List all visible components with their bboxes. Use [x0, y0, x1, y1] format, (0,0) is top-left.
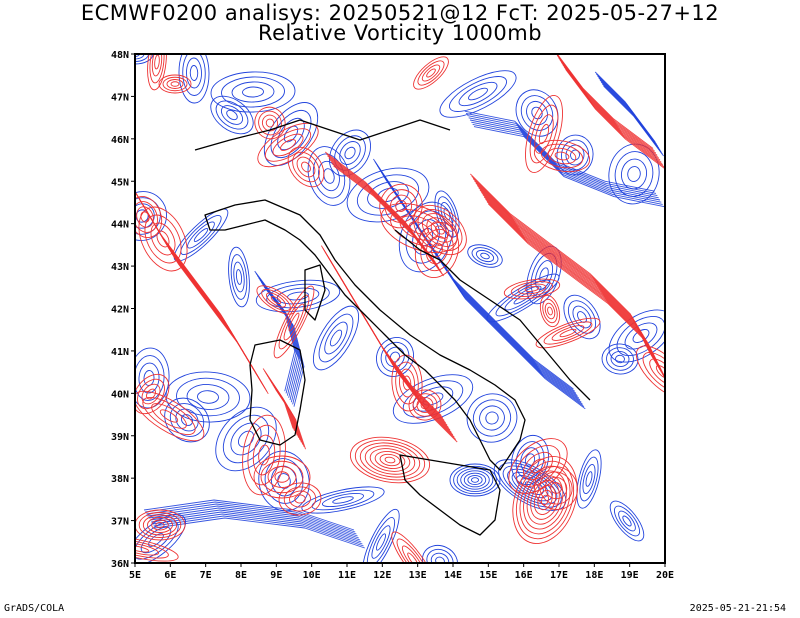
lat-tick-label: 46N	[111, 135, 129, 146]
lon-tick-label: 5E	[129, 570, 141, 581]
lon-tick-label: 7E	[200, 570, 212, 581]
lon-tick-label: 9E	[270, 570, 282, 581]
lat-tick-label: 44N	[111, 220, 129, 231]
lat-tick-label: 38N	[111, 474, 129, 485]
lon-tick-label: 15E	[479, 570, 497, 581]
lat-tick-label: 41N	[111, 347, 129, 358]
latitude-axis: 48N 47N 46N 45N 44N 43N 42N 41N 40N 39N 38N 37N 36N	[111, 50, 135, 570]
lon-tick-label: 13E	[409, 570, 427, 581]
lon-tick-label: 10E	[303, 570, 321, 581]
negative-vorticity-contours	[135, 54, 665, 563]
longitude-axis: 5E 6E 7E 8E 9E 10E 11E 12E 13E 14E 15E 16E 17E 18E 19E…	[129, 563, 674, 581]
lat-tick-label: 47N	[111, 92, 129, 103]
map-title: ECMWF0200 analisys: 20250521@12 FcT: 202…	[80, 1, 720, 25]
positive-vorticity-contours	[135, 54, 665, 563]
lat-tick-label: 42N	[111, 305, 129, 316]
coastlines	[194, 119, 591, 536]
lat-tick-label: 43N	[111, 262, 129, 273]
lat-tick-label: 45N	[111, 177, 129, 188]
lon-tick-label: 16E	[515, 570, 533, 581]
lon-tick-label: 12E	[373, 570, 391, 581]
map-subtitle: Relative Vorticity 1000mb	[257, 21, 543, 45]
vorticity-field	[135, 54, 665, 563]
lon-tick-label: 14E	[444, 570, 462, 581]
lat-tick-label: 48N	[111, 50, 129, 61]
lon-tick-label: 6E	[164, 570, 176, 581]
lat-tick-label: 39N	[111, 432, 129, 443]
lon-tick-label: 11E	[338, 570, 356, 581]
footer-timestamp: 2025-05-21-21:54	[689, 603, 786, 614]
lon-tick-label: 20E	[656, 570, 674, 581]
lon-tick-label: 19E	[621, 570, 639, 581]
lon-tick-label: 17E	[550, 570, 568, 581]
lat-tick-label: 40N	[111, 389, 129, 400]
lat-tick-label: 37N	[111, 517, 129, 528]
lon-tick-label: 18E	[585, 570, 603, 581]
lat-tick-label: 36N	[111, 559, 129, 570]
footer-credit: GrADS/COLA	[4, 603, 65, 614]
lon-tick-label: 8E	[235, 570, 247, 581]
